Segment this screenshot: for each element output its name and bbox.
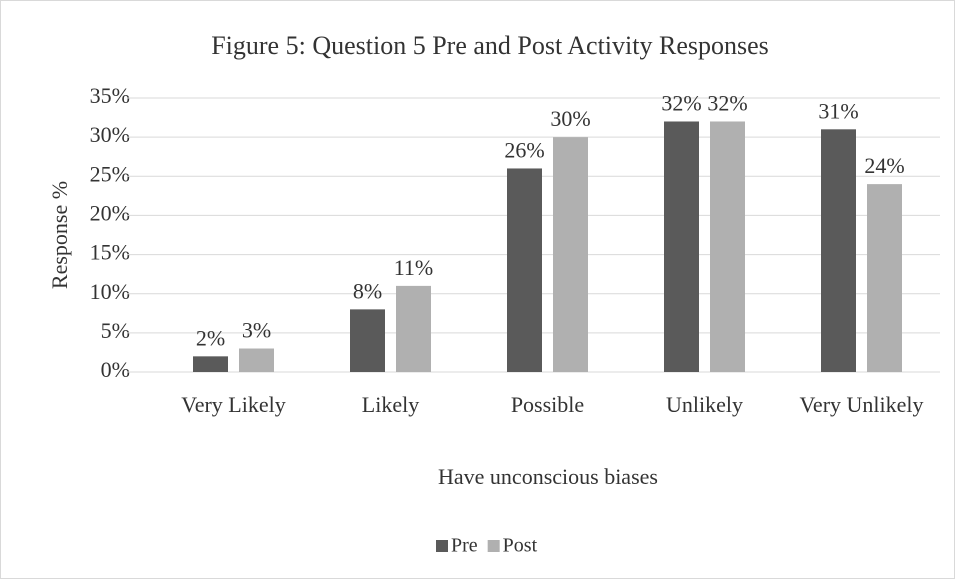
data-label: 24%: [864, 153, 904, 178]
y-axis-title: Response %: [47, 181, 72, 289]
bar: [710, 121, 745, 372]
legend-label: Pre: [451, 535, 478, 557]
x-axis-title: Have unconscious biases: [438, 464, 658, 489]
data-label: 26%: [504, 138, 544, 163]
y-tick-label: 35%: [90, 83, 130, 108]
data-label: 2%: [196, 325, 225, 350]
data-label: 8%: [353, 278, 382, 303]
bar: [193, 356, 228, 372]
data-label: 31%: [818, 98, 858, 123]
legend-label: Post: [503, 535, 538, 557]
bar: [350, 309, 385, 372]
y-tick-label: 20%: [90, 200, 130, 225]
data-label: 11%: [394, 255, 434, 280]
y-tick-label: 5%: [101, 318, 130, 343]
bar: [396, 285, 431, 372]
bar: [867, 184, 902, 372]
y-tick-label: 15%: [90, 240, 130, 265]
bar: [664, 121, 699, 372]
data-label: 32%: [707, 91, 747, 116]
bar: [821, 129, 856, 372]
legend-swatch: [436, 540, 448, 552]
y-tick-label: 10%: [90, 279, 130, 304]
chart-title: Figure 5: Question 5 Pre and Post Activi…: [211, 31, 769, 60]
data-label: 32%: [661, 91, 701, 116]
x-tick-label: Very Likely: [181, 392, 285, 417]
bar: [507, 168, 542, 372]
bar: [239, 348, 274, 372]
data-label: 3%: [242, 318, 271, 343]
bar: [553, 137, 588, 372]
y-tick-label: 0%: [101, 357, 130, 382]
x-tick-label: Likely: [362, 392, 419, 417]
x-tick-label: Possible: [511, 392, 584, 417]
x-tick-label: Unlikely: [666, 392, 743, 417]
y-tick-label: 30%: [90, 122, 130, 147]
legend-swatch: [487, 540, 500, 552]
y-tick-label: 25%: [90, 161, 130, 186]
x-tick-label: Very Unlikely: [799, 392, 923, 417]
data-label: 30%: [550, 106, 590, 131]
